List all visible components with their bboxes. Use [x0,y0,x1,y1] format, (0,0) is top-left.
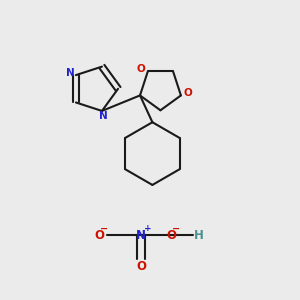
Text: O: O [137,64,146,74]
Text: N: N [136,229,146,242]
Text: +: + [144,224,152,233]
Text: O: O [136,260,146,273]
Text: −: − [100,224,108,234]
Text: O: O [183,88,192,98]
Text: H: H [194,229,204,242]
Text: N: N [99,111,108,121]
Text: −: − [172,224,180,234]
Text: O: O [167,229,177,242]
Text: O: O [94,229,104,242]
Text: N: N [66,68,75,78]
